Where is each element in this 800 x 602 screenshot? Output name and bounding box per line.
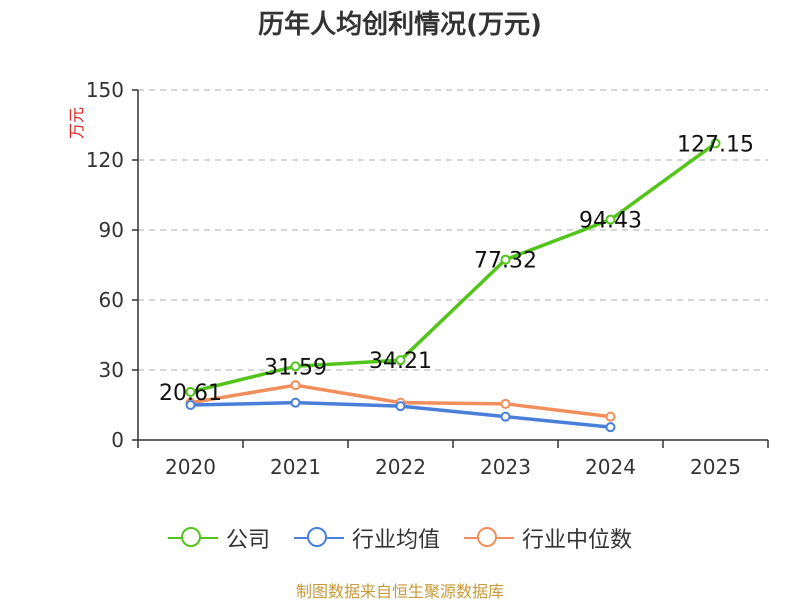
legend-item-3[interactable]: 行业中位数 [464, 522, 632, 554]
legend-swatch-icon [293, 526, 344, 550]
data-label: 20.61 [159, 381, 222, 406]
x-tick-label: 2020 [165, 455, 216, 479]
legend-label: 行业中位数 [522, 528, 633, 553]
chart-title: 历年人均创利情况(万元) [258, 10, 542, 40]
series-point-1 [605, 214, 616, 225]
x-tick-label: 2023 [480, 455, 531, 479]
x-tick-label: 2022 [375, 455, 426, 479]
legend-swatch-icon [464, 526, 514, 550]
legend-item-2[interactable]: 行业均值 [293, 522, 440, 554]
y-tick-label: 120 [86, 148, 124, 172]
legend-item-1[interactable]: 公司 [167, 522, 270, 554]
series-point-2 [605, 422, 616, 433]
x-tick-label: 2025 [690, 455, 741, 479]
series-point-3 [605, 411, 616, 422]
data-label: 77.32 [474, 249, 537, 274]
series-point-1 [185, 386, 196, 397]
legend-swatch-icon [167, 526, 218, 550]
source-note: 制图数据来自恒生聚源数据库 [295, 582, 504, 601]
series-point-1 [710, 138, 721, 149]
data-label: 34.21 [369, 349, 432, 374]
label-layer: 20.61 31.59 34.21 77.32 94.43 127.15 [159, 132, 754, 406]
y-tick-label: 30 [99, 358, 124, 382]
series-point-3 [500, 398, 511, 409]
y-tick-label: 150 [86, 78, 124, 102]
series-point-2 [500, 411, 511, 422]
series-point-3 [290, 380, 301, 391]
series-point-2 [395, 401, 406, 412]
y-axis-label: 万元 [67, 107, 86, 139]
grid-layer [138, 89, 768, 371]
x-tick-label: 2021 [270, 455, 321, 479]
axis-layer: 0 30 60 90 120 150 2020 2021 2022 2023 2024 2025 [86, 78, 769, 479]
series-layer [185, 138, 721, 433]
data-label: 127.15 [677, 132, 754, 157]
x-tick-label: 2024 [585, 455, 636, 479]
series-point-1 [395, 355, 406, 366]
legend: 公司 行业均值 行业中位数 [0, 520, 800, 556]
y-tick-label: 60 [99, 288, 124, 312]
data-label: 94.43 [579, 209, 642, 234]
data-label: 31.59 [264, 355, 327, 380]
legend-label: 行业均值 [351, 528, 440, 553]
series-point-2 [185, 400, 196, 410]
series-line-1 [190, 141, 717, 394]
series-point-1 [500, 254, 511, 265]
series-point-1 [290, 361, 301, 372]
legend-label: 公司 [225, 528, 270, 553]
series-point-2 [290, 397, 301, 408]
y-tick-label: 90 [99, 218, 124, 242]
y-tick-label: 0 [111, 428, 124, 452]
